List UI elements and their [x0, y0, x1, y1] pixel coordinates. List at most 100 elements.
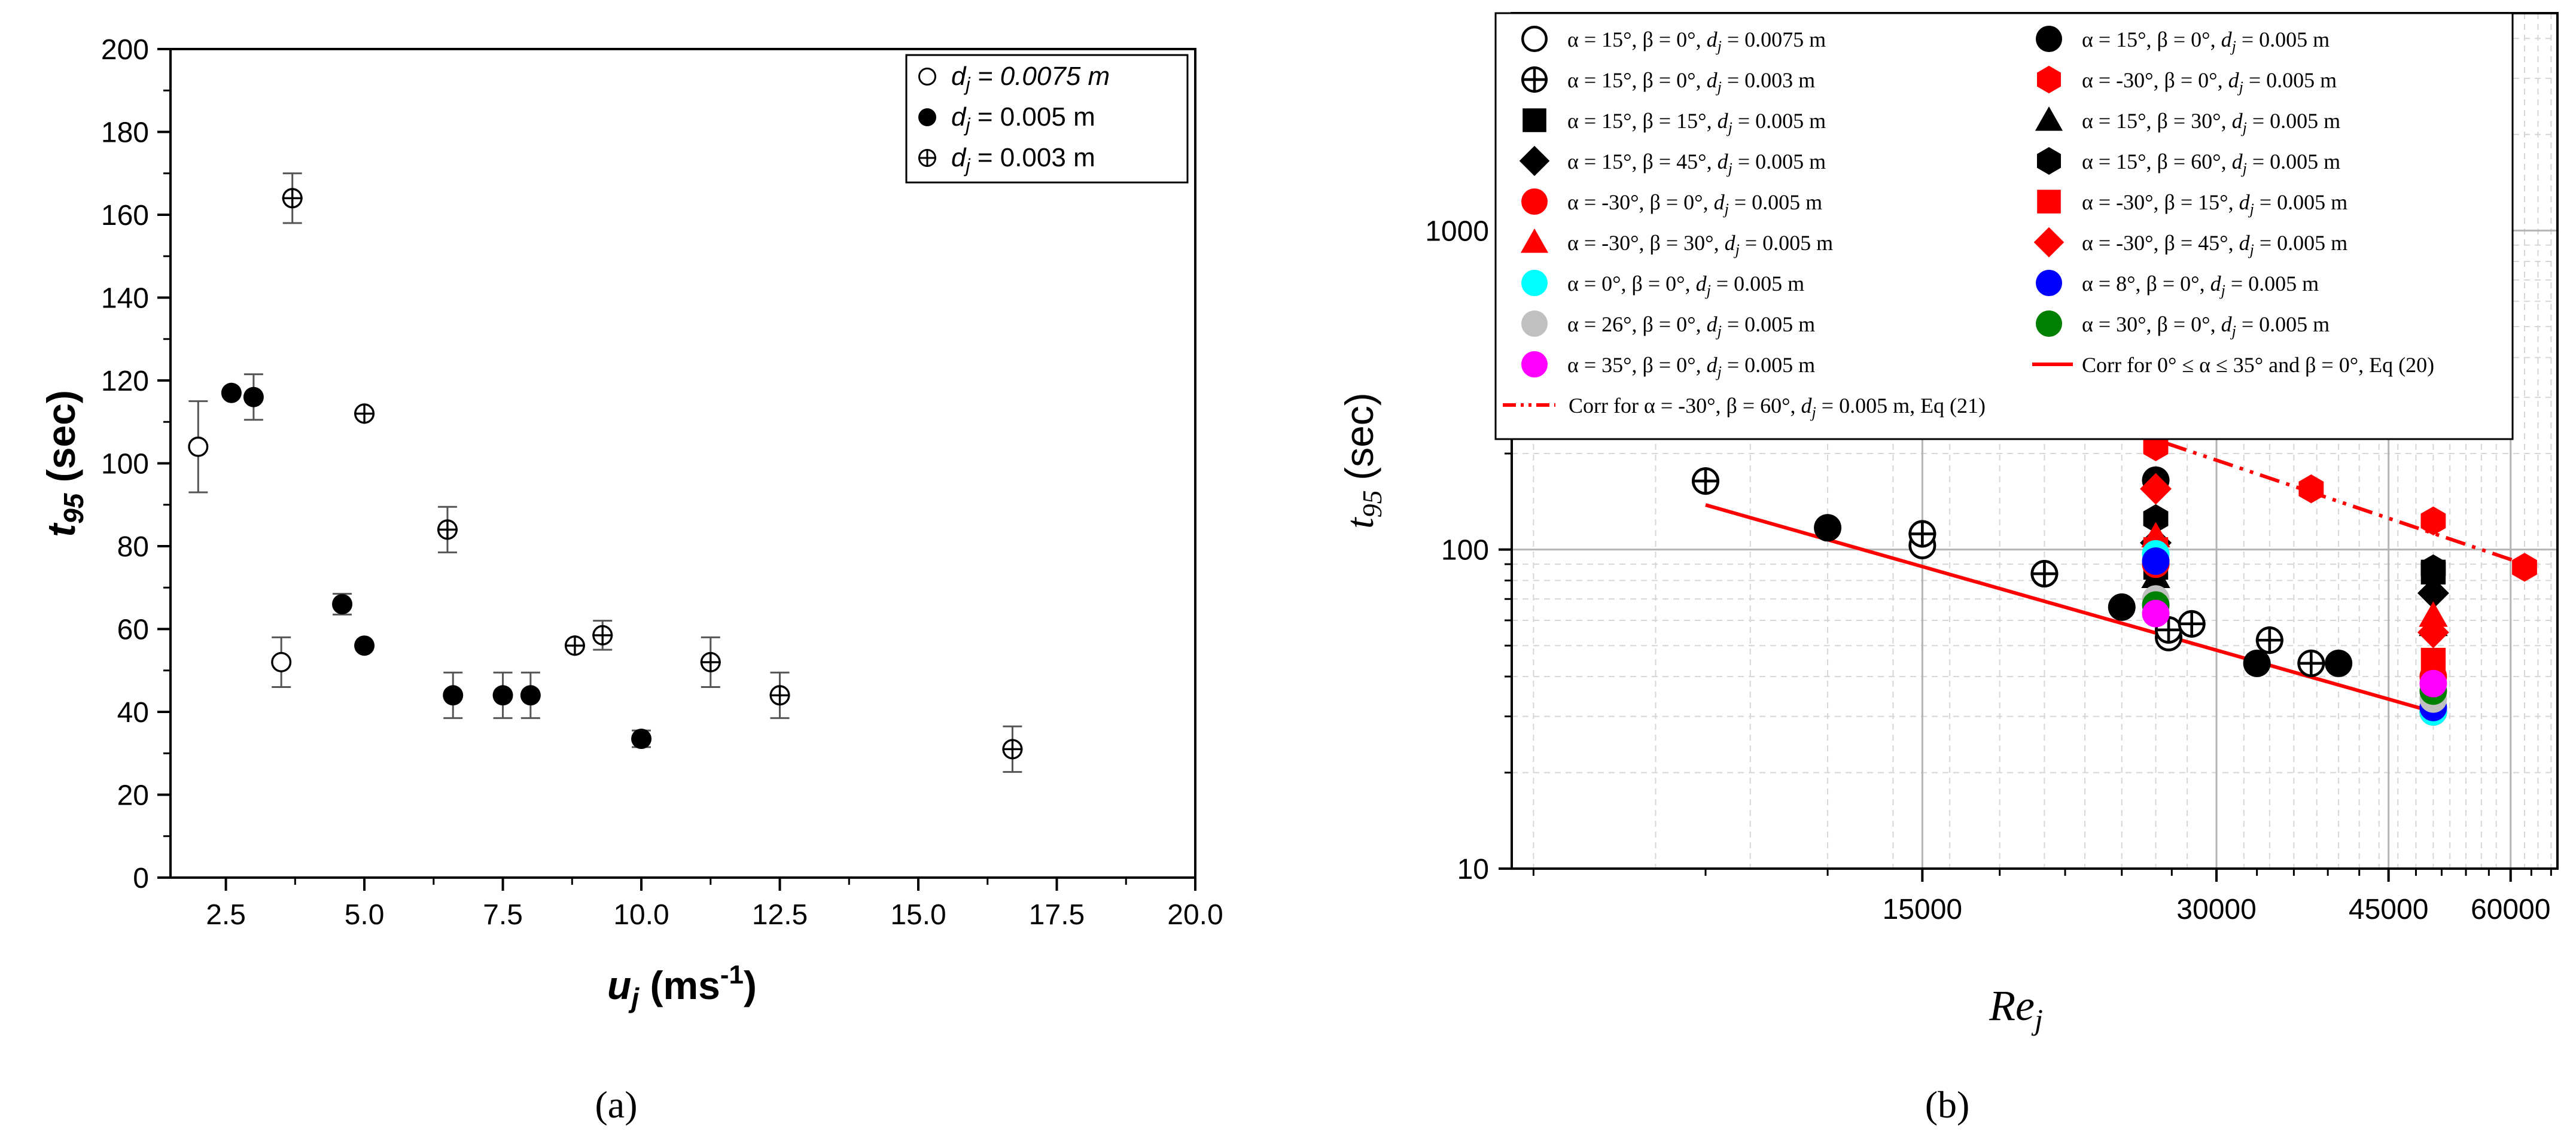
chart-b-point	[2141, 522, 2170, 547]
chart-b-legend-marker	[2036, 26, 2062, 52]
chart-b-point	[2419, 601, 2448, 627]
chart-b-legend-marker	[2036, 65, 2062, 94]
chart-a-legend-markers	[918, 68, 936, 167]
chart-b-ylabel-main: t	[1338, 517, 1382, 529]
chart-b-legend-marker	[2036, 270, 2062, 296]
chart-b-legend-marker	[1521, 26, 1548, 52]
chart-b-legend-label: α = -30°, β = 15°, dj = 0.005 m	[2082, 190, 2347, 218]
chart-a-legend-marker	[918, 149, 936, 167]
chart-b-point	[2142, 547, 2170, 575]
chart-b-legend-marker	[2035, 106, 2063, 131]
chart-a-ytick-label: 60	[117, 614, 149, 646]
chart-b-legend-label: α = 26°, β = 0°, dj = 0.005 m	[1567, 312, 1815, 340]
chart-b-point	[1692, 467, 1720, 495]
chart-b-point	[2178, 610, 2206, 638]
chart-a-ytick-label: 40	[117, 697, 149, 729]
chart-a: 2.5 5.0 7.5 10.0 12.5 15.0 17.5 20.0 0 20 40 60 80 10…	[39, 34, 1223, 1126]
chart-b-point	[2417, 577, 2449, 610]
chart-b-point	[2108, 593, 2136, 621]
chart-b-point	[2140, 473, 2172, 505]
chart-a-legend-label-2: dj = 0.003 m	[951, 143, 1095, 176]
chart-b-legend-marker	[1521, 310, 1548, 337]
chart-b-xlabel: Rej	[1989, 982, 2043, 1036]
chart-b-legend-marker	[1521, 351, 1548, 377]
chart-a-xtick-label: 20.0	[1167, 899, 1223, 931]
panel-b-label: (b)	[1925, 1083, 1970, 1126]
chart-a-point	[631, 729, 652, 750]
chart-b-legend-marker	[1521, 270, 1548, 296]
chart-b-legend-marker	[1521, 66, 1548, 93]
chart-b-legend-label: α = 0°, β = 0°, dj = 0.005 m	[1567, 272, 1804, 299]
chart-b-point	[2243, 649, 2271, 677]
chart-a-ytick-label: 140	[101, 283, 149, 315]
chart-b-ytick-label: 1000	[1425, 215, 1489, 247]
chart-a-ticks	[157, 48, 1196, 891]
chart-a-xtick-label: 10.0	[613, 899, 669, 931]
chart-a-ytick-label: 200	[101, 34, 149, 66]
chart-b-ytick-label: 10	[1457, 854, 1489, 885]
chart-b-point	[2417, 616, 2449, 648]
chart-b-ytick-label: 100	[1441, 535, 1489, 567]
chart-a-point	[492, 685, 513, 706]
chart-b-legend-label: α = -30°, β = 30°, dj = 0.005 m	[1567, 231, 1833, 258]
chart-a-xtick-label: 5.0	[345, 899, 385, 931]
chart-b-ylabel: t95 (sec)	[1337, 392, 1387, 529]
chart-b-point	[2142, 599, 2170, 628]
chart-a-point	[564, 635, 585, 656]
chart-b-legend-label: α = 15°, β = 30°, dj = 0.005 m	[2082, 109, 2340, 136]
chart-a-xtick-label: 12.5	[752, 899, 808, 931]
chart-b-legend-label: α = 15°, β = 0°, dj = 0.005 m	[2082, 28, 2330, 55]
chart-a-point	[354, 403, 375, 424]
chart-b-legend-label: α = 15°, β = 60°, dj = 0.005 m	[2082, 150, 2340, 177]
chart-a-legend-label-0: dj = 0.0075 m	[951, 62, 1110, 95]
chart-b-point	[2325, 649, 2353, 677]
chart-a-xlabel-sub: j	[628, 982, 640, 1013]
chart-b-legend-label: α = 15°, β = 45°, dj = 0.005 m	[1567, 150, 1826, 177]
chart-b-legend-label: α = -30°, β = 0°, dj = 0.005 m	[2082, 68, 2337, 96]
chart-a-legend: dj = 0.0075 m dj = 0.005 m dj = 0.003 m	[905, 54, 1189, 184]
chart-a-ylabel-units: (sec)	[39, 390, 83, 482]
chart-a-point	[592, 625, 613, 645]
chart-b-xtick-label: 60000	[2471, 894, 2550, 925]
chart-b-points	[1692, 432, 2537, 726]
chart-a-legend-frame	[905, 54, 1189, 184]
chart-a-point	[188, 436, 209, 457]
chart-a-points	[188, 172, 1023, 773]
chart-b-legend-label: α = 15°, β = 15°, dj = 0.005 m	[1567, 109, 1826, 136]
chart-b-legend-marker	[2037, 190, 2061, 214]
panel-a-label: (a)	[595, 1083, 637, 1126]
chart-b-legend-label: α = 15°, β = 0°, dj = 0.0075 m	[1567, 28, 1826, 55]
chart-b-lines	[1705, 441, 2525, 714]
chart-a-xtick-label: 15.0	[890, 899, 946, 931]
chart-a-ylabel-main: t	[39, 522, 83, 537]
chart-a-point	[520, 685, 541, 706]
chart-b-legend-items: α = 15°, β = 0°, dj = 0.0075 m α = 15°, β…	[1503, 26, 2434, 421]
chart-b-legend-label: α = 30°, β = 0°, dj = 0.005 m	[2082, 312, 2330, 340]
chart-b-point	[2419, 669, 2447, 698]
chart-a-ylabel: t95 (sec)	[39, 390, 89, 537]
chart-a-point	[700, 651, 721, 672]
chart-a-ylabel-sub: 95	[58, 492, 89, 524]
chart-b-legend-marker	[1523, 108, 1546, 132]
chart-a-xlabel-units: (ms	[650, 963, 720, 1007]
chart-b-legend-label: α = -30°, β = 45°, dj = 0.005 m	[2082, 231, 2347, 258]
chart-a-ytick-label: 20	[117, 780, 149, 812]
chart-a-ytick-label: 160	[101, 200, 149, 232]
chart-a-point	[354, 635, 375, 656]
chart-b-legend-marker	[1520, 228, 1549, 253]
chart-b-ylabel-units: (sec)	[1337, 392, 1381, 480]
chart-a-xtick-label: 7.5	[483, 899, 523, 931]
chart-b-xtick-label: 15000	[1883, 894, 1962, 925]
chart-b-legend-marker	[1521, 188, 1548, 215]
chart-a-ytick-label: 180	[101, 117, 149, 149]
chart-b-point	[2255, 626, 2283, 654]
chart-a-tick-labels: 2.5 5.0 7.5 10.0 12.5 15.0 17.5 20.0 0 20 40 60 80 10…	[101, 34, 1223, 931]
chart-a-point	[221, 382, 242, 403]
chart-a-ytick-label: 0	[133, 863, 149, 894]
chart-a-legend-label-1: dj = 0.005 m	[951, 102, 1095, 136]
chart-a-ytick-label: 100	[101, 449, 149, 480]
chart-a-point	[271, 651, 292, 672]
chart-a-xlabel: uj (ms-1)	[607, 960, 757, 1013]
chart-a-point	[332, 593, 353, 614]
chart-b-line-eq21	[2166, 441, 2525, 566]
